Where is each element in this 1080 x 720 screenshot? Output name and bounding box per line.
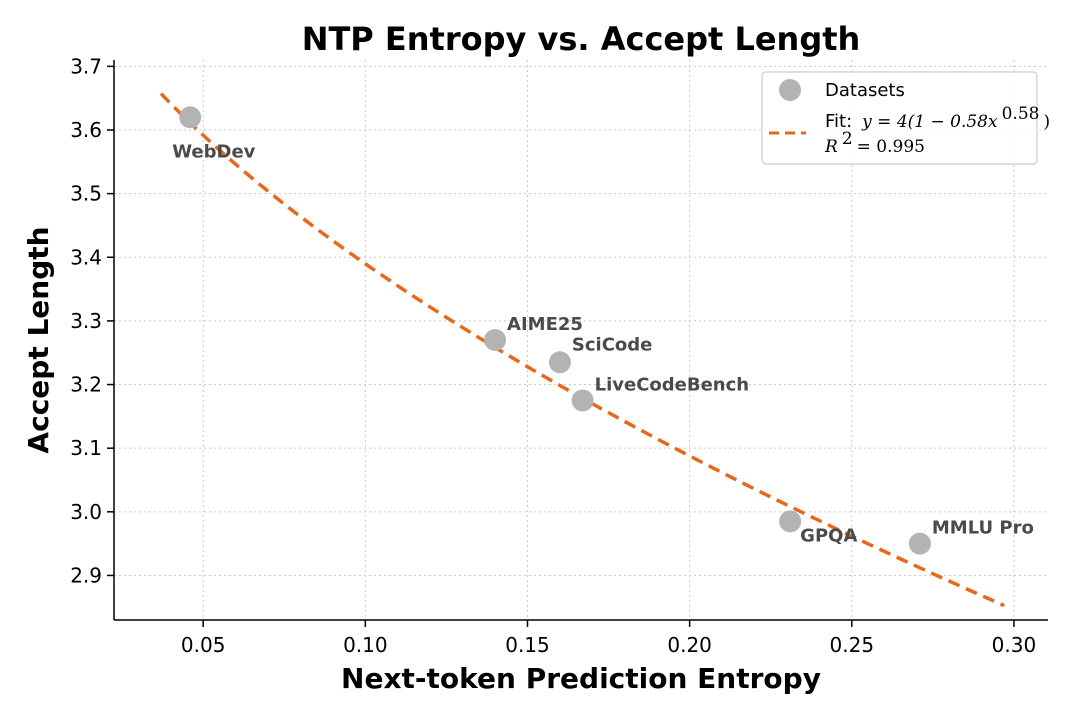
data-points: [179, 106, 931, 555]
legend-fit-prefix: Fit:: [825, 111, 852, 132]
legend-r2-symbol: R: [824, 137, 838, 157]
x-tick-label: 0.20: [667, 633, 712, 657]
y-tick-label: 3.4: [70, 245, 102, 269]
y-axis-label: Accept Length: [22, 226, 55, 453]
y-tick-label: 3.6: [70, 118, 102, 142]
data-point-label: LiveCodeBench: [595, 374, 749, 395]
y-tick-label: 3.3: [70, 309, 102, 333]
x-tick-label: 0.30: [992, 633, 1037, 657]
y-tick-label: 2.9: [70, 563, 102, 587]
legend: Datasets Fit: y = 4(1 − 0.58x 0.58 ) R 2…: [761, 71, 1050, 165]
data-point-label: AIME25: [507, 314, 583, 335]
x-axis-ticks: 0.05 0.10 0.15 0.20 0.25 0.30: [181, 620, 1036, 657]
legend-datasets-label: Datasets: [825, 80, 905, 101]
legend-fit-exponent: 0.58: [1002, 104, 1040, 124]
x-tick-label: 0.25: [830, 633, 875, 657]
legend-fit-equation: y = 4(1 − 0.58x: [861, 112, 998, 132]
data-point-label: SciCode: [572, 334, 652, 355]
y-tick-label: 3.5: [70, 182, 102, 206]
data-point-label: GPQA: [800, 525, 857, 546]
data-point: [908, 532, 931, 555]
y-tick-label: 3.1: [70, 436, 102, 460]
x-tick-label: 0.10: [343, 633, 388, 657]
x-tick-label: 0.15: [505, 633, 550, 657]
legend-r2-label: R 2 = 0.995: [824, 129, 925, 157]
legend-box: [761, 71, 1038, 165]
data-point-label: WebDev: [172, 141, 255, 162]
data-point: [484, 329, 507, 351]
data-point: [548, 351, 571, 374]
data-point: [179, 106, 202, 129]
data-point-label: MMLU Pro: [932, 518, 1034, 539]
y-axis-ticks: 2.9 3.0 3.1 3.2 3.3 3.4 3.5 3.6 3.7: [70, 54, 114, 587]
y-tick-label: 3.2: [70, 373, 102, 397]
y-tick-label: 3.7: [70, 54, 102, 78]
legend-fit-label: Fit: y = 4(1 − 0.58x 0.58 ): [825, 104, 1050, 132]
legend-r2-value: = 0.995: [857, 137, 925, 157]
legend-fit-close: ): [1043, 112, 1050, 132]
legend-datasets-marker: [779, 79, 801, 101]
data-point: [779, 510, 802, 533]
legend-r2-superscript: 2: [842, 129, 853, 149]
data-point: [571, 389, 594, 412]
y-tick-label: 3.0: [70, 500, 102, 524]
x-tick-label: 0.05: [181, 633, 226, 657]
grid-lines: [114, 60, 1048, 620]
chart-title: NTP Entropy vs. Accept Length: [302, 20, 861, 58]
x-axis-label: Next-token Prediction Entropy: [341, 662, 821, 695]
